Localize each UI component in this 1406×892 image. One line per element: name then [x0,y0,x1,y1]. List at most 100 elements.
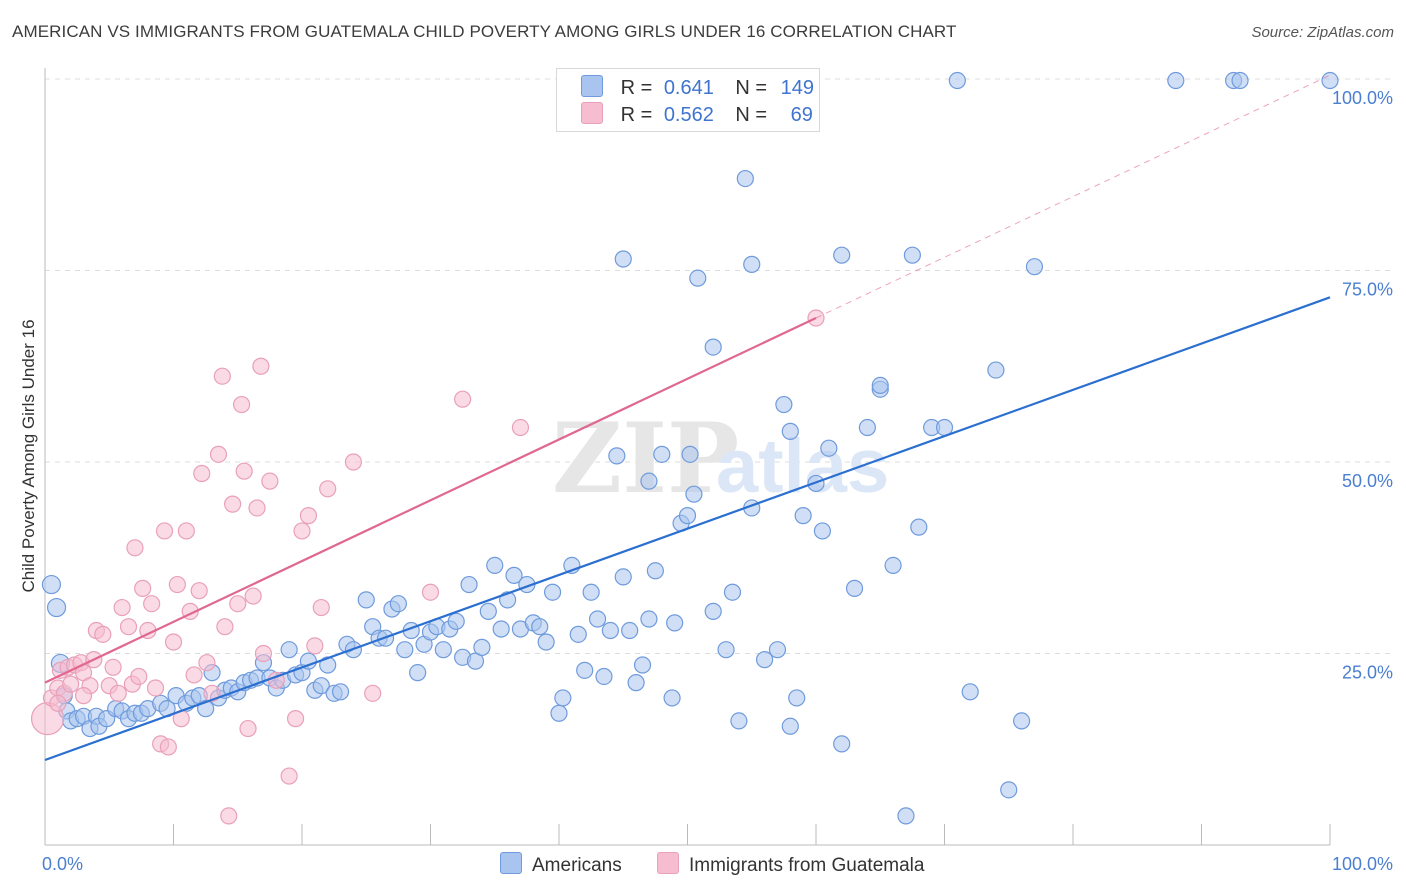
americans-point [845,579,864,597]
americans-point [633,656,652,674]
americans-trendline [44,296,1331,762]
americans-point [689,269,707,287]
americans-point [666,614,684,632]
guatemala-point [143,595,161,613]
guatemala-point [421,583,440,601]
americans-point [608,447,626,465]
bottom-legend-guatemala: Immigrants from Guatemala [657,852,924,877]
americans-point [569,625,587,643]
americans-point [434,641,452,659]
americans-point [1012,712,1031,730]
guatemala-point [62,675,80,693]
guatemala-point [252,357,270,375]
trend-layer [44,74,1331,762]
americans-point [813,522,832,540]
americans-point [389,595,407,613]
guatemala-point [94,625,112,643]
guatemala-point [109,684,127,702]
legend-n-value: 149 [780,77,814,99]
guatemala-point [146,679,165,697]
y-tick-label: 75.0% [1342,280,1393,300]
guatemala-legend-swatch [657,852,679,874]
americans-point [678,507,697,525]
guatemala-point [224,495,242,513]
guatemala-point [293,522,311,540]
guatemala-point [213,367,231,385]
americans-point [550,704,568,722]
guatemala-point [113,598,131,617]
americans-point [331,683,350,701]
americans-point [582,583,600,601]
americans-point [794,507,812,525]
guatemala-point [280,767,298,785]
americans-point [1000,781,1018,799]
americans-point [447,612,465,630]
americans-point [903,246,921,264]
x-tick-label: 100.0% [1332,854,1393,874]
americans-point [601,621,620,640]
americans-point [704,602,722,620]
americans-point [460,575,478,594]
guatemala-point [233,395,251,414]
guatemala-point [261,472,279,490]
legend-n-label: N = [735,104,768,126]
guatemala-point [306,637,324,655]
guatemala-point [286,710,305,728]
americans-point [46,597,67,618]
legend-r-value: 0.562 [663,104,714,126]
americans-point [736,169,754,188]
chart-source: Source: ZipAtlas.com [1251,24,1394,41]
guatemala-point [198,654,216,672]
guatemala-point [119,618,138,636]
y-tick-label: 100.0% [1332,88,1393,108]
americans-point [466,652,485,670]
guatemala-point [229,595,247,613]
guatemala-point [74,687,93,705]
americans-point [588,610,607,628]
americans-point [486,556,504,575]
americans-point [537,633,555,651]
guatemala-point [254,644,273,663]
guatemala-point [248,499,266,517]
guatemala-point [49,694,67,712]
americans-point [614,250,632,268]
guatemala-point [134,579,152,597]
americans-point [595,667,613,686]
americans-point [576,661,594,679]
guatemala-point [130,667,148,686]
legend-row-americans: R = 0.641 N = 149 [581,75,814,99]
guatemala-point [511,418,530,437]
guatemala-point [193,464,211,483]
guatemala-point [454,390,472,408]
americans-point [543,583,562,601]
americans-swatch [581,75,603,97]
americans-point [897,807,915,825]
americans-point [640,472,658,490]
americans-point [505,566,523,584]
guatemala-trendline [44,316,817,684]
points-layer [30,70,1339,825]
guatemala-point [159,738,177,756]
americans-point [312,677,330,695]
legend-n-label: N = [735,77,768,99]
guatemala-point [364,684,382,702]
legend-box: R = 0.641 N = 149 R = 0.562 N = 69 [556,68,820,132]
americans-point [663,689,681,707]
americans-point [473,638,491,656]
americans-point [910,518,928,536]
americans-point [280,641,298,659]
y-axis-title: Child Poverty Among Girls Under 16 [19,319,38,592]
guatemala-legend-label: Immigrants from Guatemala [689,855,925,876]
americans-point [653,445,671,463]
guatemala-point [344,453,362,471]
americans-point [685,485,703,503]
guatemala-point [220,807,238,825]
americans-point [41,574,62,595]
americans-point [409,664,427,682]
americans-point [730,712,748,730]
guatemala-point [126,539,144,557]
americans-point [646,562,664,580]
guatemala-point [312,598,330,617]
americans-point [788,689,806,707]
americans-point [723,583,742,601]
